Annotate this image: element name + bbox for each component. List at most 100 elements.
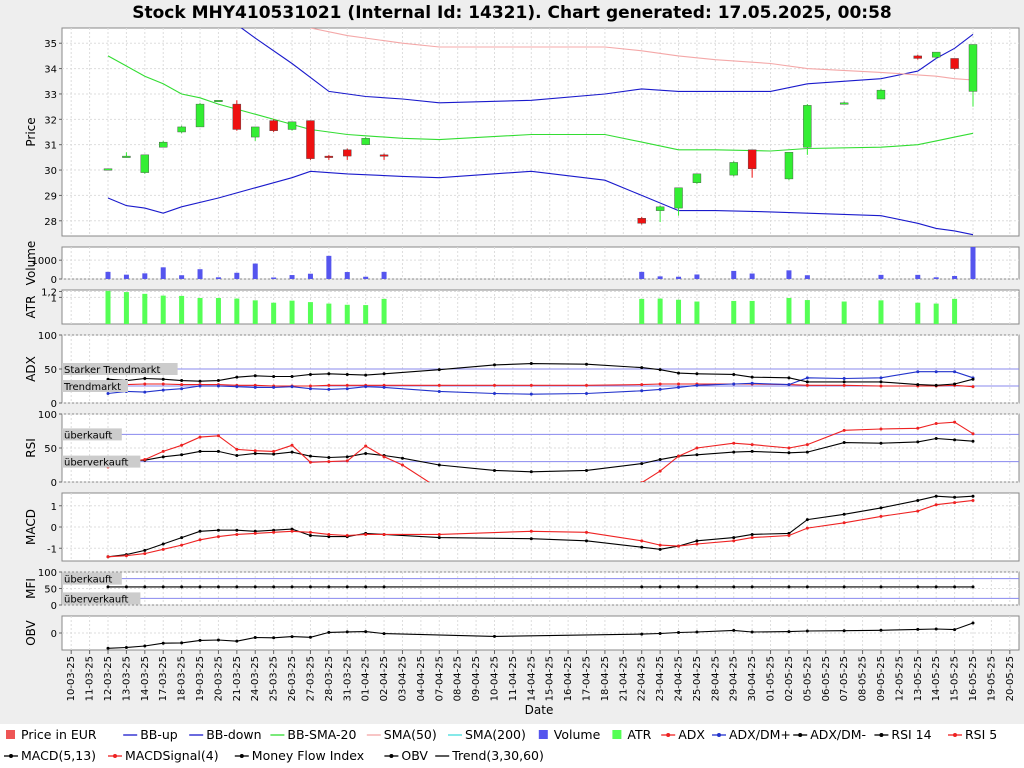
- candle-body: [343, 149, 352, 157]
- series-point: [640, 389, 644, 393]
- series-point: [529, 529, 533, 533]
- series-point: [953, 382, 957, 386]
- series-point: [953, 438, 957, 442]
- series-point: [750, 449, 754, 453]
- series-point: [308, 534, 312, 537]
- series-point: [308, 635, 312, 639]
- y-tick-label: 1: [51, 502, 57, 513]
- plot-area: [61, 246, 1020, 280]
- series-point: [695, 453, 699, 457]
- series-point: [161, 585, 165, 589]
- series-point: [787, 534, 791, 537]
- x-tick-label: 24-04-25: [674, 656, 685, 701]
- reference-label: überverkauft: [64, 458, 129, 469]
- plot-marks: [105, 290, 958, 324]
- series-point: [842, 383, 846, 387]
- bar: [749, 300, 755, 324]
- reference-label-bg: [62, 572, 122, 585]
- legend-marker: [113, 754, 117, 758]
- series-point: [971, 432, 975, 436]
- series-point: [216, 535, 220, 539]
- bar: [215, 297, 221, 324]
- date-axis: 10-03-25 11-03-25 12-03-25 13-03-25 14-03-25…: [66, 650, 1016, 701]
- series-point: [934, 627, 938, 631]
- y-tick-label: 0: [51, 275, 57, 286]
- bar: [639, 298, 645, 324]
- candle-body: [324, 155, 334, 158]
- x-tick-label: 15-04-25: [545, 656, 556, 701]
- series-point: [640, 632, 644, 636]
- series-point: [916, 370, 920, 374]
- series-point: [677, 585, 681, 589]
- bar: [933, 277, 939, 279]
- candle-body: [103, 168, 113, 171]
- series-point: [658, 469, 662, 473]
- series-point: [971, 377, 975, 381]
- candle-body: [784, 152, 794, 180]
- series-point: [308, 372, 312, 376]
- candle-body: [674, 187, 683, 209]
- legend-label: SMA(50): [384, 727, 437, 742]
- series-point: [198, 384, 202, 388]
- bar: [142, 293, 148, 324]
- series-point: [272, 528, 276, 532]
- series-point: [805, 383, 809, 387]
- x-tick-label: 02-04-25: [379, 656, 390, 701]
- series-point: [308, 384, 312, 388]
- bar: [123, 274, 129, 279]
- bar: [179, 295, 185, 324]
- series-point: [235, 385, 239, 389]
- reference-label: überkauft: [64, 430, 112, 441]
- plot-marks: [62, 420, 1019, 482]
- bar: [142, 273, 148, 279]
- series-point: [585, 391, 589, 395]
- series-point: [161, 377, 165, 381]
- series-point: [272, 374, 276, 378]
- reference-label-bg: [62, 363, 178, 375]
- y-tick-label: 28: [44, 217, 57, 228]
- series-point: [143, 377, 147, 381]
- series-point: [750, 585, 754, 589]
- candle-body: [747, 149, 757, 169]
- bar: [878, 274, 884, 279]
- series-point: [253, 449, 257, 453]
- candle-body: [950, 58, 959, 69]
- series-point: [364, 585, 368, 589]
- series-point: [953, 628, 957, 632]
- legend-label: MACD(5,13): [21, 748, 96, 763]
- candle-body: [692, 173, 702, 183]
- bar: [160, 267, 166, 279]
- series-point: [879, 427, 883, 431]
- series-point: [934, 503, 938, 507]
- series-point: [585, 530, 589, 534]
- x-tick-label: 21-03-25: [232, 656, 243, 701]
- bar: [381, 298, 387, 324]
- series-point: [272, 585, 276, 589]
- panel-adx: 0 50 100 ADX Starker Trendmarkt Trendmarkt: [24, 331, 1020, 410]
- series-point: [345, 630, 349, 634]
- series-point: [492, 391, 496, 395]
- bar: [271, 302, 277, 324]
- x-tick-label: 14-03-25: [140, 656, 151, 701]
- series-point: [695, 446, 699, 450]
- legend-item: MACDSignal(4): [108, 748, 219, 763]
- series-point: [290, 585, 294, 589]
- series-point: [529, 362, 533, 366]
- candle-body: [637, 218, 646, 224]
- legend-item: SMA(200): [448, 727, 526, 742]
- series-point: [787, 383, 791, 387]
- bar: [105, 290, 111, 324]
- series-point: [437, 463, 441, 467]
- series-point: [934, 383, 938, 387]
- legend-label: BB-SMA-20: [287, 727, 356, 742]
- series-point: [750, 532, 754, 536]
- series-point: [290, 385, 294, 389]
- bar: [915, 274, 921, 279]
- series-point: [971, 494, 975, 498]
- series-point: [400, 456, 404, 460]
- legend-box: [612, 730, 622, 739]
- series-point: [805, 380, 809, 384]
- series-point: [143, 458, 147, 462]
- x-tick-label: 02-05-25: [784, 656, 795, 701]
